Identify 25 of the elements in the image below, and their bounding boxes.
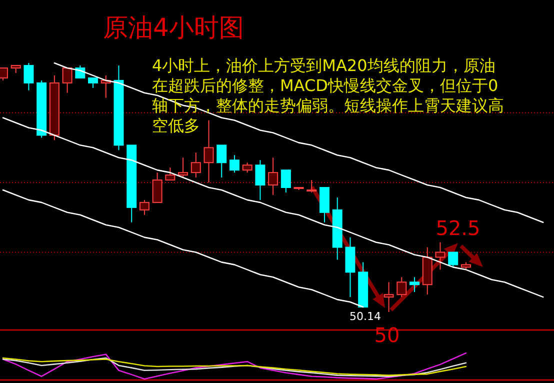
candlestick — [204, 120, 214, 184]
candlestick — [139, 199, 150, 216]
candlestick — [152, 172, 162, 203]
candlestick — [190, 152, 201, 178]
candlestick — [62, 67, 72, 94]
candlestick — [242, 162, 252, 174]
candlestick — [410, 276, 420, 293]
candlestick — [216, 144, 227, 178]
candlestick — [88, 77, 98, 88]
annotation: 50.14 — [350, 310, 381, 323]
candlestick — [384, 282, 394, 312]
annotation: 50 — [374, 323, 400, 347]
candlestick — [178, 157, 188, 178]
candlestick — [396, 276, 407, 298]
candlestick — [280, 170, 291, 193]
candlestick — [24, 62, 34, 91]
candlestick — [435, 242, 446, 270]
candlestick — [448, 252, 458, 268]
candlestick — [268, 157, 278, 196]
candlestick — [255, 160, 266, 200]
candlestick — [165, 167, 176, 181]
candlestick — [229, 154, 240, 174]
candlestick — [306, 180, 317, 193]
chart-title: 原油4小时图 — [103, 13, 244, 42]
annotation: 52.5 — [436, 216, 480, 240]
